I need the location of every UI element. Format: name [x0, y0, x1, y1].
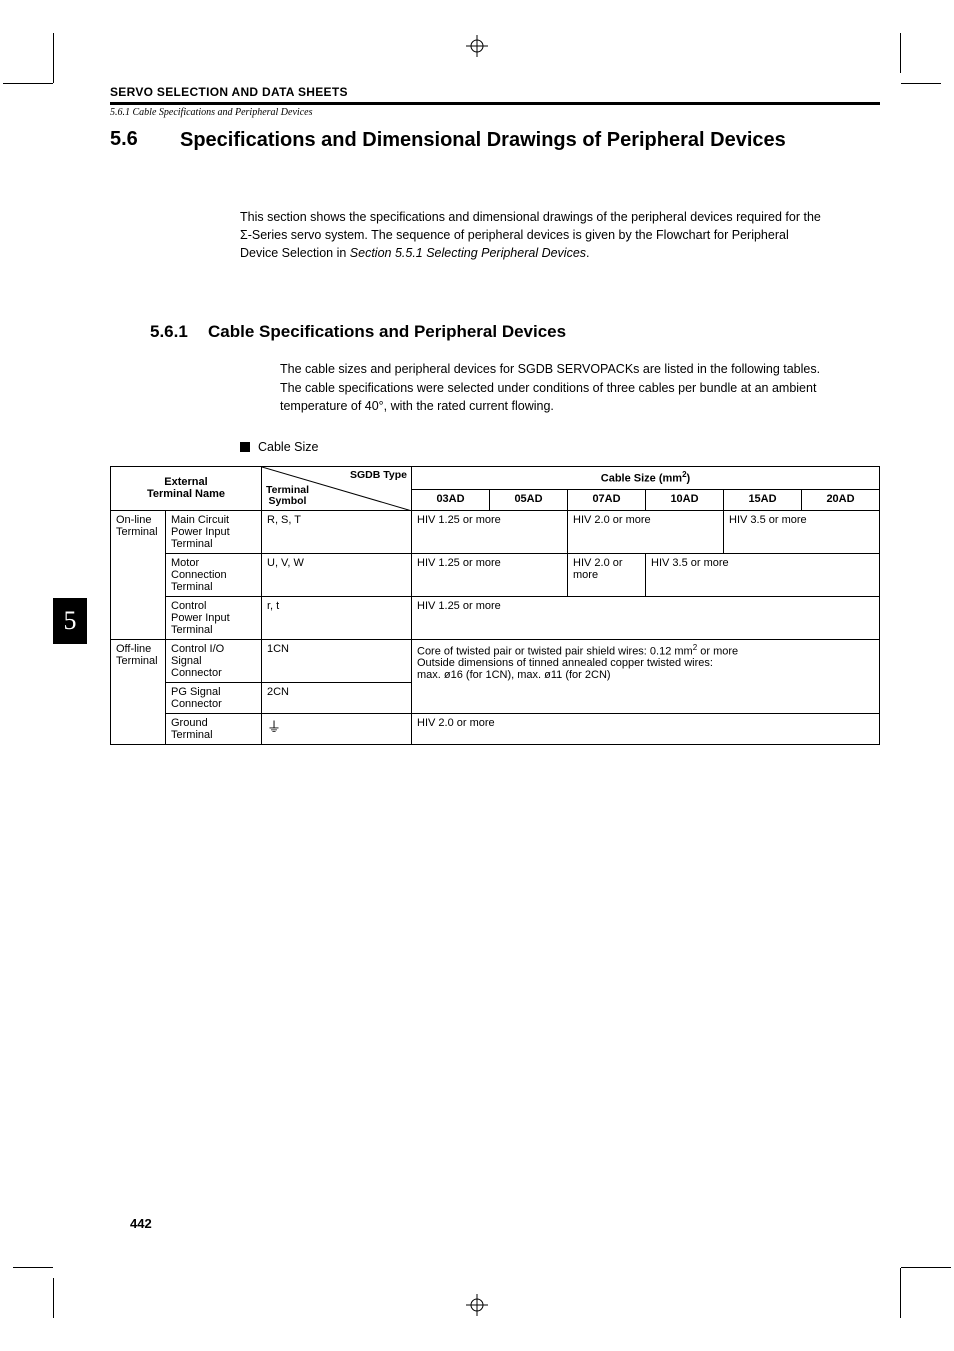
page-number: 442 [130, 1216, 152, 1231]
ground-icon: ⏚ [262, 713, 412, 744]
crop-mark [900, 1268, 901, 1318]
table-header: 07AD [568, 490, 646, 511]
crop-mark [13, 1267, 53, 1268]
subsection-title: Cable Specifications and Peripheral Devi… [208, 322, 566, 342]
rule [110, 102, 880, 105]
table-header: Cable Size (mm2) [412, 466, 880, 489]
table-header: 15AD [724, 490, 802, 511]
table-header: 03AD [412, 490, 490, 511]
table-header-diagonal: SGDB Type TerminalSymbol [262, 466, 412, 510]
crop-mark [3, 83, 53, 84]
breadcrumb: 5.6.1 Cable Specifications and Periphera… [110, 107, 880, 118]
crop-mark [901, 1267, 951, 1268]
crop-mark [53, 33, 54, 83]
subsection-number: 5.6.1 [150, 322, 208, 342]
chapter-tab: 5 [53, 598, 87, 644]
table-header: 20AD [802, 490, 880, 511]
intro-paragraph: This section shows the specifications an… [240, 208, 830, 262]
crop-mark [900, 33, 901, 73]
body-paragraph: The cable sizes and peripheral devices f… [280, 360, 865, 414]
square-bullet-icon [240, 442, 250, 452]
table-row: GroundTerminal ⏚ HIV 2.0 or more [111, 713, 880, 744]
registration-mark-icon [466, 35, 488, 57]
section-number: 5.6 [110, 128, 180, 151]
bullet-heading: Cable Size [240, 440, 880, 454]
table-header: 10AD [646, 490, 724, 511]
cable-size-table: ExternalTerminal Name SGDB Type Terminal… [110, 466, 880, 745]
crop-mark [901, 83, 941, 84]
table-row: On-lineTerminal Main CircuitPower InputT… [111, 510, 880, 553]
table-header: 05AD [490, 490, 568, 511]
table-row: Off-lineTerminal Control I/OSignalConnec… [111, 639, 880, 682]
table-row: MotorConnectionTerminal U, V, W HIV 1.25… [111, 553, 880, 596]
section-title: Specifications and Dimensional Drawings … [180, 128, 880, 153]
registration-mark-icon [466, 1294, 488, 1316]
running-head: SERVO SELECTION AND DATA SHEETS [110, 85, 880, 99]
crop-mark [53, 1278, 54, 1318]
table-row: ControlPower InputTerminal r, t HIV 1.25… [111, 596, 880, 639]
table-header: ExternalTerminal Name [111, 466, 262, 510]
